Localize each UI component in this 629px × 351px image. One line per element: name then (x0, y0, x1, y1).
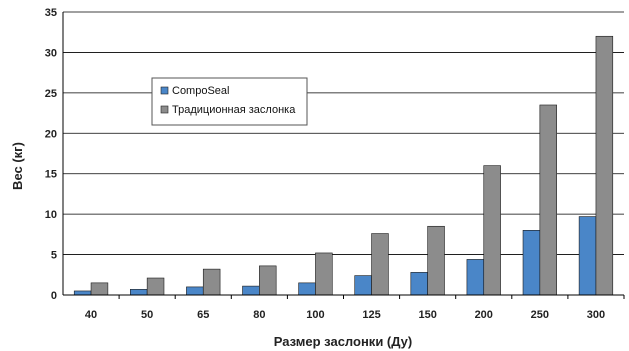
x-tick-label-200: 200 (475, 309, 493, 321)
bar-composeal-250 (522, 230, 541, 296)
bar-traditional-125 (371, 233, 389, 296)
x-tick-labels: 40 50 65 80 100 125 150 200 250 300 (85, 309, 605, 321)
bar-traditional-50 (146, 277, 165, 296)
axes (62, 12, 625, 299)
y-axis-title: Вес (кг) (10, 142, 25, 190)
y-tick-labels: 0 5 10 15 20 25 30 35 (45, 7, 57, 302)
x-tick-label-100: 100 (306, 309, 324, 321)
legend-box (151, 77, 308, 126)
bar-traditional-100 (315, 252, 333, 296)
bar-composeal-65 (186, 286, 204, 296)
y-tick-label-25: 25 (45, 88, 57, 100)
x-tick-label-50: 50 (141, 309, 153, 321)
bar-traditional-150 (427, 225, 445, 296)
bar-composeal-300 (578, 216, 597, 296)
bar-traditional-65 (202, 268, 221, 296)
x-tick-label-80: 80 (253, 309, 265, 321)
x-tick-label-250: 250 (531, 309, 549, 321)
x-axis-title: Размер заслонки (Ду) (274, 334, 412, 349)
legend: CompoSeal Традиционная заслонка (151, 77, 308, 126)
x-tick-label-65: 65 (197, 309, 209, 321)
y-tick-label-0: 0 (51, 290, 57, 302)
bar-traditional-250 (539, 104, 557, 296)
bar-traditional-300 (595, 35, 614, 296)
bar-traditional-200 (483, 165, 501, 296)
y-tick-label-10: 10 (45, 209, 57, 221)
bar-composeal-200 (466, 259, 485, 296)
bar-composeal-125 (354, 275, 372, 296)
bar-composeal-100 (298, 282, 316, 296)
x-tick-label-300: 300 (587, 309, 605, 321)
bars (73, 35, 614, 296)
bar-traditional-40 (90, 282, 109, 296)
bar-composeal-150 (410, 272, 428, 296)
y-tick-label-15: 15 (45, 169, 57, 181)
bar-composeal-80 (242, 285, 260, 296)
bar-composeal-40 (73, 290, 92, 296)
y-tick-label-35: 35 (45, 7, 57, 19)
bar-traditional-80 (259, 265, 277, 296)
legend-swatch-composeal (160, 86, 169, 95)
legend-swatch-traditional (160, 105, 169, 114)
x-tick-label-40: 40 (85, 309, 97, 321)
x-tick-label-125: 125 (362, 309, 380, 321)
y-tick-label-30: 30 (45, 47, 57, 59)
legend-label-composeal: CompoSeal (172, 85, 229, 97)
y-tick-label-5: 5 (51, 250, 57, 262)
x-tick-label-150: 150 (418, 309, 436, 321)
bar-composeal-50 (130, 289, 148, 296)
legend-label-traditional: Традиционная заслонка (172, 104, 296, 116)
y-tick-label-20: 20 (45, 128, 57, 140)
